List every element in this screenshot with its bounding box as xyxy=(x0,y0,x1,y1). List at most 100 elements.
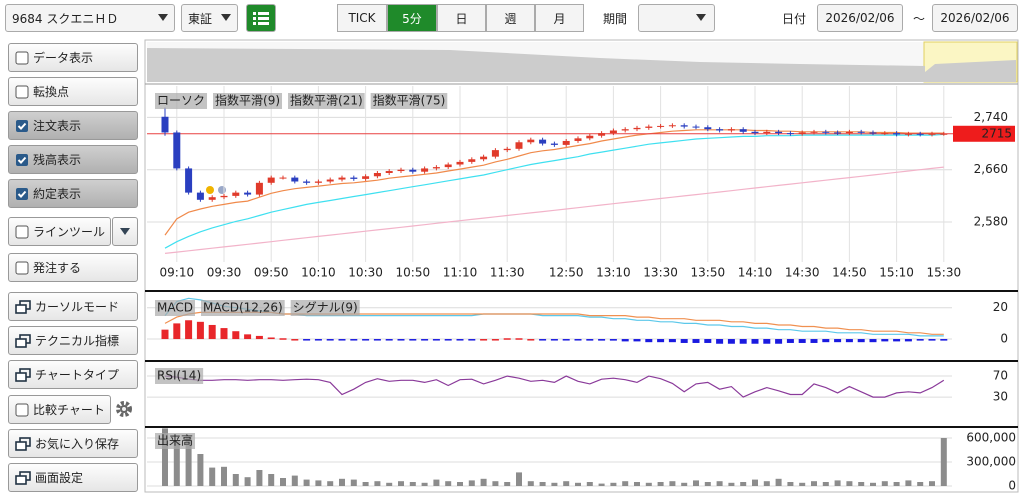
sidebar-button[interactable]: テクニカル指標 xyxy=(8,326,138,355)
gear-icon[interactable] xyxy=(115,400,133,418)
dropdown-arrow xyxy=(120,227,130,235)
volume-bar xyxy=(468,480,475,486)
interval-tab[interactable]: 日 xyxy=(437,4,486,32)
candle-body xyxy=(869,132,877,134)
execution-marker xyxy=(218,186,226,194)
volume-bar xyxy=(881,481,888,486)
button-label: 画面設定 xyxy=(35,471,84,485)
list-button[interactable] xyxy=(246,4,276,32)
candle-body xyxy=(609,130,617,134)
date-from[interactable]: 2026/02/06 xyxy=(817,4,903,32)
interval-tab[interactable]: 週 xyxy=(486,4,535,32)
sidebar-button[interactable]: チャートタイプ xyxy=(8,360,138,389)
candle-body xyxy=(432,167,440,169)
date-separator: ～ xyxy=(913,12,926,26)
y-tick-label: 600,000 xyxy=(966,431,1016,445)
sidebar-button[interactable]: お気に入り保存 xyxy=(8,429,138,458)
histogram-bar xyxy=(586,339,594,341)
volume-bar xyxy=(421,482,428,486)
histogram-bar xyxy=(857,339,865,343)
sidebar-button[interactable]: 残高表示 xyxy=(8,145,138,174)
sidebar-button[interactable]: 発注する xyxy=(8,253,138,282)
sidebar-button[interactable]: データ表示 xyxy=(8,43,138,72)
candle-body xyxy=(645,126,653,128)
histogram-bar xyxy=(196,321,204,340)
volume-bar xyxy=(846,481,853,486)
symbol-select[interactable]: 9684 スクエニＨＤ xyxy=(5,4,175,32)
volume-bar xyxy=(645,482,652,486)
checkbox xyxy=(15,225,29,238)
chart-frame xyxy=(144,39,1019,493)
histogram-bar xyxy=(869,339,877,343)
candle-body xyxy=(362,176,370,179)
volume-bar xyxy=(634,482,640,486)
candle-body xyxy=(633,127,641,130)
y-tick-label: 0 xyxy=(1000,332,1008,346)
candle-body xyxy=(326,179,334,182)
date-to-text: 2026/02/06 xyxy=(940,11,1010,25)
volume-bar xyxy=(374,481,381,486)
sidebar-button[interactable]: 約定表示 xyxy=(8,179,138,208)
line-tool-dropdown[interactable] xyxy=(112,217,138,246)
sidebar-button[interactable]: 注文表示 xyxy=(8,111,138,140)
button-label: ラインツール xyxy=(33,225,106,239)
candle-body xyxy=(350,177,358,179)
histogram-bar xyxy=(881,339,889,342)
histogram-bar xyxy=(798,339,806,343)
legend-box xyxy=(288,93,365,109)
histogram-bar xyxy=(716,339,724,344)
histogram-bar xyxy=(503,338,511,340)
volume-bar xyxy=(492,481,499,486)
navigator-area xyxy=(147,48,1016,82)
candle-body xyxy=(291,177,299,182)
sidebar-button[interactable]: カーソルモード xyxy=(8,292,138,321)
histogram-bar xyxy=(432,339,440,341)
candle-body xyxy=(491,150,499,157)
histogram-bar xyxy=(621,339,629,342)
market: 東証 xyxy=(188,11,213,26)
y-tick-label: 300,000 xyxy=(966,455,1016,469)
date-to[interactable]: 2026/02/06 xyxy=(932,4,1018,32)
interval-tab[interactable]: 5分 xyxy=(387,4,437,32)
histogram-bar xyxy=(326,339,334,341)
volume-bar xyxy=(811,481,817,486)
histogram-bar xyxy=(456,339,464,341)
volume-bar xyxy=(716,481,723,486)
histogram-bar xyxy=(916,339,924,341)
checkbox-checked xyxy=(16,187,28,200)
y-tick-label: 20 xyxy=(993,300,1008,314)
sidebar-button[interactable]: ラインツール xyxy=(8,217,111,246)
histogram-bar xyxy=(468,339,476,341)
market-select[interactable]: 東証 xyxy=(181,4,238,32)
legend-box xyxy=(155,93,208,109)
volume-bar xyxy=(870,482,876,486)
histogram-bar xyxy=(173,323,181,340)
x-tick-label: 10:10 xyxy=(301,266,336,280)
candle-body xyxy=(232,192,240,196)
interval-tab[interactable]: 月 xyxy=(535,4,584,32)
sidebar-button[interactable]: 画面設定 xyxy=(8,463,138,492)
interval-tab[interactable]: TICK xyxy=(337,4,387,32)
volume-bar xyxy=(586,482,593,486)
date-label: 日付 xyxy=(782,12,807,26)
candle-body xyxy=(786,133,794,135)
histogram-bar xyxy=(739,339,747,344)
period-label: 期間 xyxy=(603,12,628,26)
period-select[interactable] xyxy=(638,4,715,32)
histogram-bar xyxy=(775,339,783,344)
histogram-bar xyxy=(421,339,429,341)
histogram-bar xyxy=(385,339,393,341)
y-tick-label: 30 xyxy=(993,390,1008,404)
button-label: お気に入り保存 xyxy=(35,437,120,451)
histogram-bar xyxy=(244,334,252,340)
volume-bar xyxy=(315,480,322,486)
volume-bar xyxy=(162,428,168,486)
candle-body xyxy=(444,164,452,168)
x-tick-label: 09:50 xyxy=(254,266,289,280)
candle-body xyxy=(562,140,570,145)
volume-bar xyxy=(232,474,239,486)
series-line xyxy=(164,133,944,249)
sidebar-button[interactable]: 転換点 xyxy=(8,77,138,106)
symbol: 9684 スクエニＨＤ xyxy=(12,11,119,26)
sidebar-button[interactable]: 比較チャート xyxy=(8,395,111,424)
